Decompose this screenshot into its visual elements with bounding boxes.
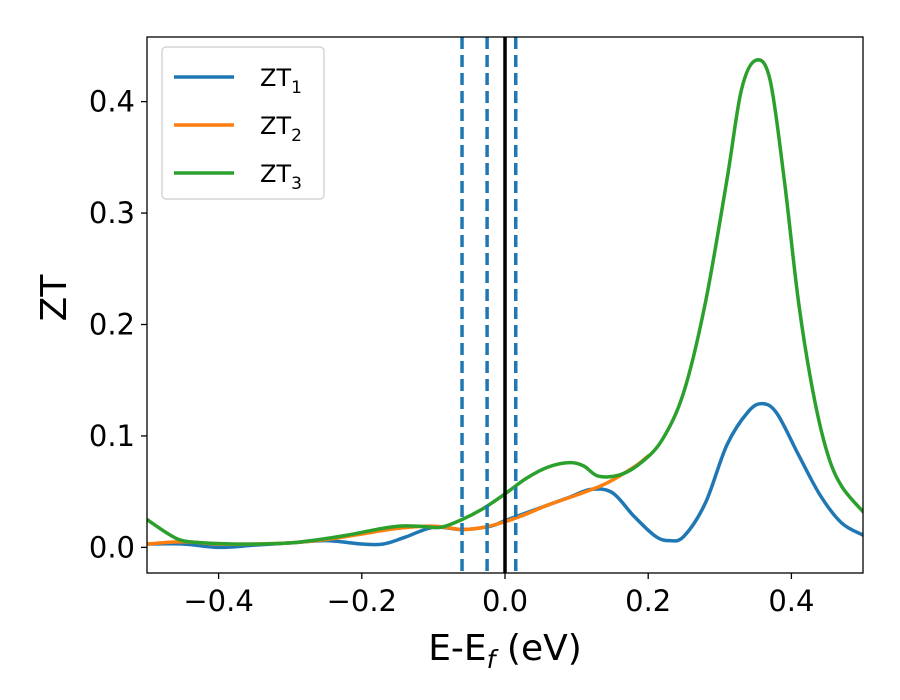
legend-label-zt1: ZT1	[260, 64, 302, 98]
y-tick-label: 0.4	[89, 85, 135, 119]
x-axis-label-unit: (eV)	[495, 628, 581, 669]
series-line-zt2	[147, 454, 650, 546]
legend-box	[161, 46, 325, 200]
legend: ZT1 ZT2 ZT3	[161, 46, 325, 200]
x-axis-label: E-Ef (eV)	[428, 628, 582, 674]
y-tick-label: 0.0	[89, 530, 135, 564]
x-tick-label: 0.2	[625, 584, 671, 618]
axes: −0.4 −0.2 0.0 0.2 0.4 0.0 0.1 0.2 0.3 0.4	[89, 36, 864, 618]
y-tick-label: 0.1	[89, 419, 135, 453]
series-line-zt3	[147, 58, 863, 546]
x-tick-label: 0.0	[482, 584, 528, 618]
y-axis-label: ZT	[34, 274, 75, 322]
legend-label-zt2: ZT2	[260, 112, 302, 146]
legend-label-zt3: ZT3	[260, 160, 302, 194]
x-tick-label: −0.2	[327, 584, 397, 618]
y-tick-label: 0.2	[89, 308, 135, 342]
x-tick-label: 0.4	[768, 584, 814, 618]
plot-area	[147, 37, 863, 573]
x-tick-label: −0.4	[183, 584, 253, 618]
y-tick-label: 0.3	[89, 196, 135, 230]
